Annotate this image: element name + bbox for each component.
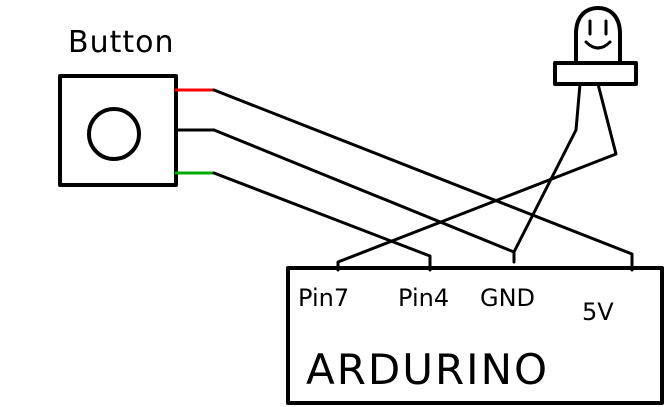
arduino-label: ARDURINO <box>306 345 549 394</box>
smiley-face-icon <box>584 19 612 50</box>
arduino-board <box>286 266 664 405</box>
led-bulb <box>574 6 622 65</box>
wire-button-to-pin4 <box>212 171 432 272</box>
pin-label-pin7: Pin7 <box>298 284 349 312</box>
button-cap <box>87 107 141 161</box>
led-base <box>553 61 638 86</box>
led-lead-to-gnd <box>512 82 582 254</box>
button-title: Button <box>68 25 175 60</box>
led <box>336 6 638 272</box>
led-lead-to-pin7 <box>336 82 618 272</box>
button-body <box>58 74 178 187</box>
pin-label-5v: 5V <box>582 298 614 326</box>
wire-button-to-5v <box>212 88 634 272</box>
pin-label-gnd: GND <box>480 284 535 312</box>
pin-label-pin4: Pin4 <box>398 284 449 312</box>
